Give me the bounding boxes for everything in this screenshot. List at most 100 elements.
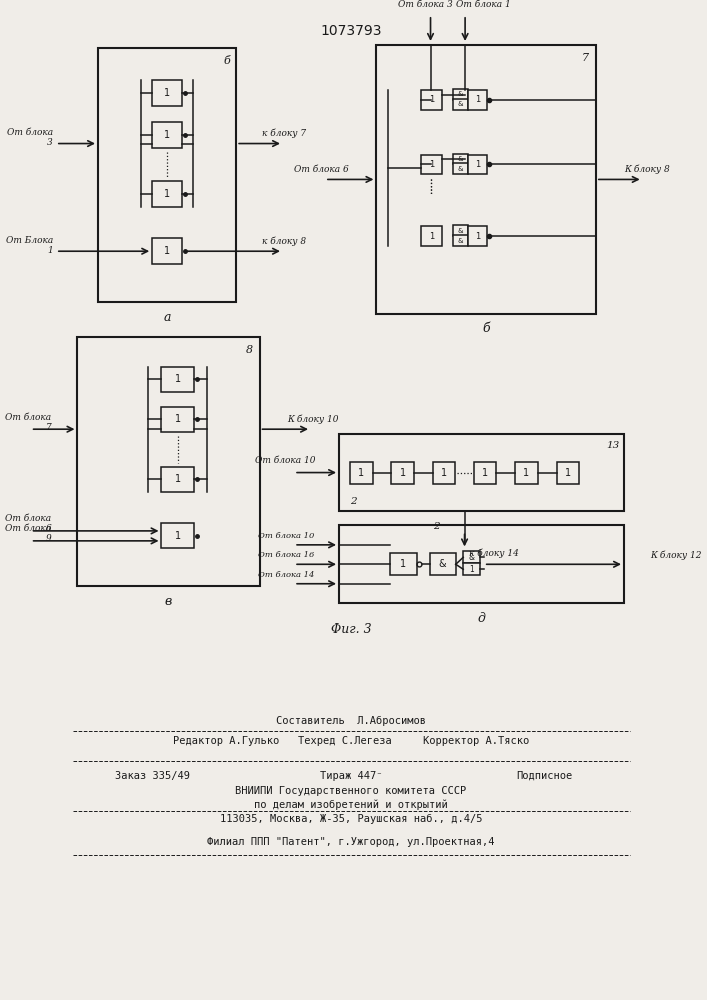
Text: От блока 10: От блока 10: [258, 532, 315, 540]
Bar: [468, 155, 486, 174]
Text: д: д: [477, 612, 486, 625]
Text: 1: 1: [47, 246, 53, 255]
Bar: [468, 226, 486, 246]
Text: ВНИИПИ Государственного комитета СССР: ВНИИПИ Государственного комитета СССР: [235, 786, 467, 796]
Text: К блоку 8: К блоку 8: [624, 165, 670, 174]
Bar: [161, 467, 194, 492]
Text: 1: 1: [175, 474, 181, 484]
Bar: [463, 551, 480, 563]
Text: 1: 1: [400, 559, 407, 569]
Text: 6: 6: [45, 524, 51, 533]
Text: От блока: От блока: [5, 514, 51, 523]
Text: Подписное: Подписное: [516, 771, 573, 781]
Bar: [339, 525, 624, 603]
Bar: [556, 462, 579, 484]
Text: 8: 8: [246, 345, 253, 355]
Text: 1: 1: [429, 232, 434, 241]
Text: &: &: [457, 91, 463, 97]
Text: От блока 10: От блока 10: [255, 456, 315, 465]
Text: 13: 13: [606, 441, 619, 450]
Text: &: &: [457, 156, 463, 162]
Bar: [421, 90, 442, 110]
Bar: [453, 154, 468, 164]
Bar: [350, 462, 373, 484]
Text: 1: 1: [175, 374, 181, 384]
Bar: [161, 407, 194, 432]
Text: 1: 1: [429, 160, 434, 169]
Bar: [421, 226, 442, 246]
Text: 1: 1: [175, 531, 181, 541]
Text: 1: 1: [474, 232, 480, 241]
Text: 1: 1: [474, 160, 480, 169]
Text: к блоку 7: к блоку 7: [262, 129, 307, 138]
Text: 1: 1: [164, 189, 170, 199]
Text: Филиал ППП "Патент", г.Ужгород, ул.Проектная,4: Филиал ППП "Патент", г.Ужгород, ул.Проек…: [207, 837, 495, 847]
Text: От блока 3: От блока 3: [399, 0, 453, 9]
Text: к блоку 14: к блоку 14: [469, 549, 519, 558]
Text: От блока 16: От блока 16: [258, 551, 315, 559]
Text: в: в: [165, 595, 172, 608]
Bar: [339, 434, 624, 511]
Text: 7: 7: [45, 423, 51, 432]
Text: К блоку 12: К блоку 12: [650, 551, 701, 560]
Bar: [463, 563, 480, 575]
Text: 1: 1: [523, 468, 530, 478]
Text: Редактор А.Гулько   Техред С.Легеза     Корректор А.Тяско: Редактор А.Гулько Техред С.Легеза Коррек…: [173, 736, 530, 746]
Text: От блока 1: От блока 1: [457, 0, 511, 9]
Bar: [433, 462, 455, 484]
Text: 2: 2: [433, 522, 440, 531]
Bar: [152, 238, 182, 264]
Bar: [453, 163, 468, 174]
Text: От блока 6: От блока 6: [293, 165, 349, 174]
Text: &: &: [469, 553, 474, 562]
Bar: [474, 462, 496, 484]
Text: &: &: [457, 228, 463, 234]
Text: 1: 1: [482, 468, 489, 478]
Text: &: &: [457, 101, 463, 107]
Text: 1: 1: [164, 88, 170, 98]
Bar: [453, 99, 468, 110]
Bar: [453, 235, 468, 246]
Text: 1: 1: [469, 565, 474, 574]
Text: От блока 14: От блока 14: [258, 571, 315, 579]
Bar: [77, 337, 259, 586]
Bar: [161, 523, 194, 548]
Text: 1: 1: [429, 95, 434, 104]
Text: а: а: [163, 311, 171, 324]
Text: Тираж 447⁻: Тираж 447⁻: [320, 771, 382, 781]
Text: 1: 1: [164, 246, 170, 256]
Text: 1073793: 1073793: [320, 24, 382, 38]
Text: &: &: [439, 559, 447, 569]
Bar: [430, 553, 456, 575]
Text: 1: 1: [358, 468, 365, 478]
Text: 9: 9: [45, 534, 51, 543]
Text: к блоку 8: к блоку 8: [262, 237, 307, 246]
Text: по делам изобретений и открытий: по делам изобретений и открытий: [255, 799, 448, 810]
Bar: [468, 90, 486, 110]
Text: 1: 1: [399, 468, 406, 478]
Bar: [152, 181, 182, 207]
Text: От блока: От блока: [5, 413, 51, 422]
Text: 3: 3: [47, 138, 53, 147]
Bar: [453, 225, 468, 236]
Bar: [453, 89, 468, 100]
Bar: [376, 45, 596, 314]
Text: 2: 2: [350, 497, 356, 506]
Text: К блоку 10: К блоку 10: [288, 414, 339, 424]
Text: 7: 7: [582, 53, 589, 63]
Text: &: &: [457, 166, 463, 172]
Text: 1: 1: [164, 130, 170, 140]
Text: б: б: [482, 322, 490, 335]
Bar: [392, 462, 414, 484]
Bar: [421, 155, 442, 174]
Text: От блока: От блока: [5, 524, 51, 533]
Text: От Блока: От Блока: [6, 236, 53, 245]
Bar: [390, 553, 416, 575]
Text: 113035, Москва, Ж-35, Раушская наб., д.4/5: 113035, Москва, Ж-35, Раушская наб., д.4…: [220, 813, 482, 824]
Text: Составитель  Л.Абросимов: Составитель Л.Абросимов: [276, 716, 426, 726]
Text: 1: 1: [474, 95, 480, 104]
Bar: [515, 462, 537, 484]
Text: б: б: [223, 56, 230, 66]
Text: Заказ 335/49: Заказ 335/49: [115, 771, 189, 781]
Text: От блока: От блока: [7, 128, 53, 137]
